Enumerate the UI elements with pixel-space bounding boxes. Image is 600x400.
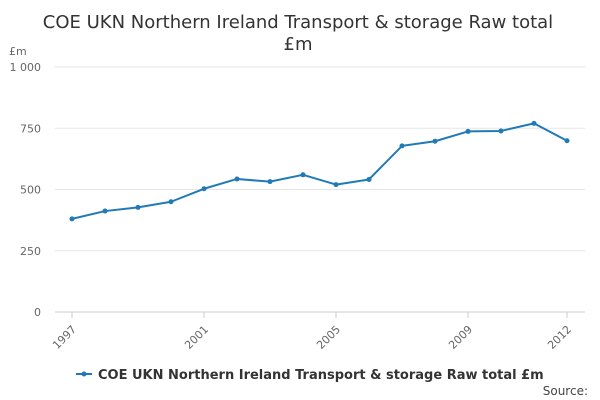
data-point[interactable] [300, 172, 306, 178]
y-tick-label: 0 [34, 306, 41, 319]
gridlines [55, 66, 585, 252]
x-tick-label: 1997 [50, 323, 79, 352]
data-point[interactable] [168, 199, 174, 205]
x-tick-label: 2012 [545, 323, 574, 352]
data-point[interactable] [564, 138, 570, 144]
x-tick-label: 2001 [182, 323, 211, 352]
y-tick-label: 250 [20, 245, 41, 258]
data-point[interactable] [333, 182, 339, 188]
x-axis-ticks: 1997 2001 2005 2009 2012 [50, 312, 574, 352]
data-point[interactable] [399, 143, 405, 149]
chart-title-line-2: £m [284, 34, 313, 55]
x-tick-label: 2009 [446, 323, 475, 352]
data-point[interactable] [267, 179, 273, 185]
y-tick-label: 750 [20, 122, 41, 135]
legend-marker [81, 371, 87, 377]
data-point[interactable] [102, 208, 108, 214]
chart-title-line-1: COE UKN Northern Ireland Transport & sto… [43, 12, 553, 33]
y-axis-label: £m [9, 45, 27, 58]
data-point[interactable] [531, 120, 537, 126]
y-axis-ticks: 0 250 500 750 1 000 [10, 61, 42, 319]
data-point[interactable] [201, 186, 207, 192]
legend-label: COE UKN Northern Ireland Transport & sto… [98, 368, 544, 383]
data-point[interactable] [366, 176, 372, 182]
series-layer [69, 120, 570, 222]
data-point[interactable] [135, 204, 141, 210]
data-point[interactable] [432, 138, 438, 144]
data-point[interactable] [465, 128, 471, 134]
data-point[interactable] [69, 216, 75, 222]
y-tick-label: 500 [20, 184, 41, 197]
source-label: Source: [543, 384, 588, 398]
y-tick-label: 1 000 [10, 61, 42, 74]
data-point[interactable] [498, 128, 504, 134]
data-point[interactable] [234, 176, 240, 182]
legend[interactable]: COE UKN Northern Ireland Transport & sto… [76, 368, 544, 383]
series-line [71, 122, 568, 220]
x-tick-label: 2005 [314, 323, 343, 352]
